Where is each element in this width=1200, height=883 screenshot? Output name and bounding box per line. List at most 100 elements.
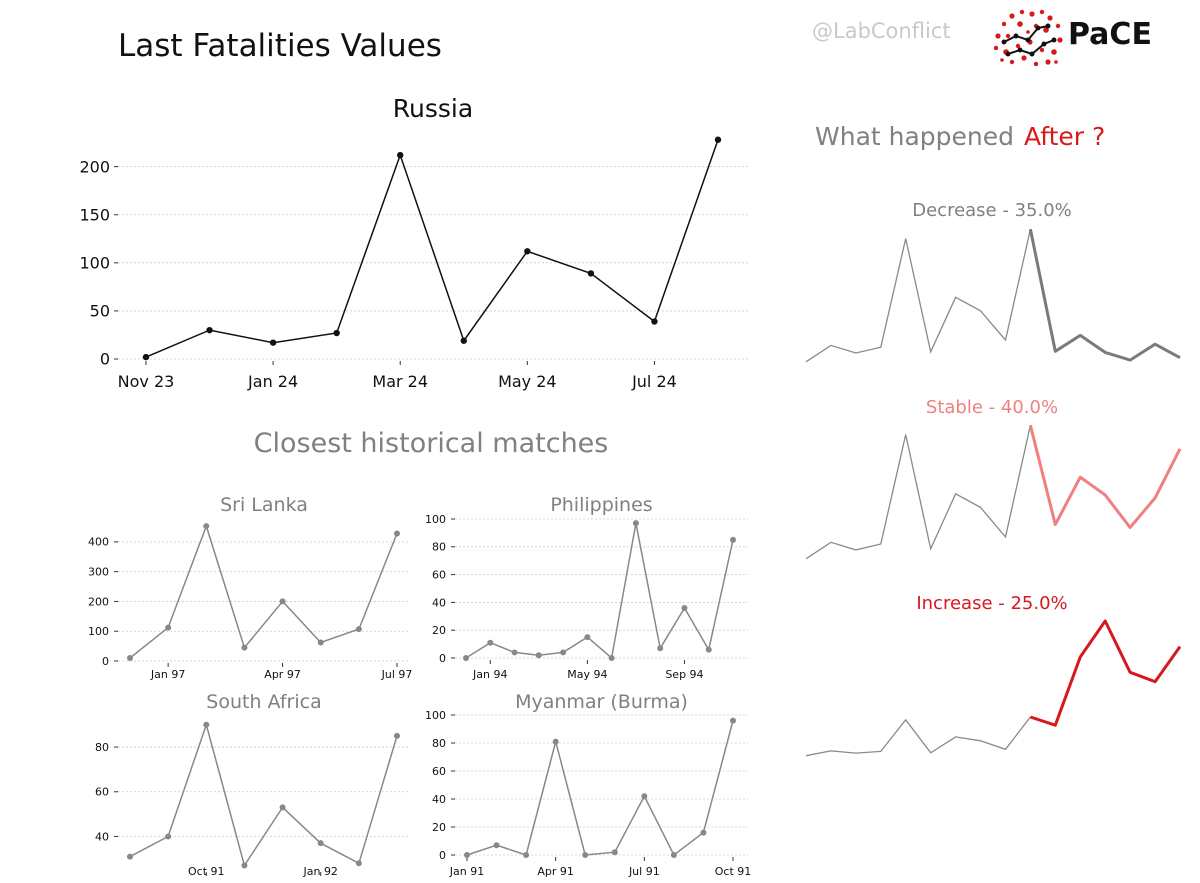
main-data-point [587,270,595,277]
main-x-tick-label: Jul 24 [631,372,677,391]
myanmar-y-tick-label: 60 [432,765,446,778]
srilanka-x-tick-label: Jul 97 [381,668,413,681]
srilanka-y-tick-label: 400 [88,536,109,549]
srilanka-data-point [279,598,286,605]
srilanka-y-tick-label: 300 [88,565,109,578]
southafrica-y-tick-label: 80 [95,741,109,754]
philippines-y-tick-label: 40 [432,596,446,609]
philippines-y-tick-label: 80 [432,541,446,554]
srilanka-series-line [129,523,398,659]
decrease-scenario-title: Decrease - 35.0% [912,200,1072,221]
myanmar-chart-title: Myanmar (Burma) [515,691,688,713]
southafrica-data-point [203,721,210,728]
main-x-tick-label: Nov 23 [118,372,175,391]
main-y-tick-label: 200 [79,157,110,176]
srilanka-data-point [241,644,248,651]
myanmar-data-point [582,852,589,858]
srilanka-y-tick-label: 100 [88,625,109,638]
srilanka-data-point [317,639,324,646]
stable-scenario-title: Stable - 40.0% [926,397,1058,418]
srilanka-data-point [165,624,172,631]
myanmar-y-tick-label: 40 [432,793,446,806]
main-x-tick-label: Jan 24 [247,372,298,391]
srilanka-data-point [394,530,400,537]
southafrica-chart-title: South Africa [206,691,321,713]
scenarios-heading-prefix: What happened [815,122,1015,151]
philippines-data-point [584,634,591,641]
main-data-point [206,326,213,334]
main-data-point [524,248,531,255]
main-data-point [397,151,404,159]
philippines-y-tick-label: 60 [432,568,446,581]
myanmar-y-tick-label: 100 [425,709,446,722]
srilanka-x-tick-label: Apr 97 [264,668,301,681]
main-data-point [142,353,150,361]
myanmar-x-tick-label: Apr 91 [537,865,574,878]
matches-heading: Closest historical matches [253,428,609,459]
myanmar-data-point [611,849,618,856]
myanmar-data-point [523,852,530,858]
logo-text: PaCE [1068,17,1152,52]
twitter-handle: @LabConflict [812,19,951,43]
myanmar-data-point [670,852,677,858]
philippines-data-point [560,649,567,656]
myanmar-data-point [493,842,500,849]
srilanka-data-point [127,655,133,662]
srilanka-data-point [203,523,210,530]
philippines-data-point [463,655,469,661]
philippines-data-point [511,649,518,656]
myanmar-x-tick-label: Jan 91 [449,865,484,878]
myanmar-x-tick-label: Jul 91 [628,865,660,878]
philippines-x-tick-label: Sep 94 [665,668,703,681]
decrease-history-line [805,229,1032,363]
main-y-tick-label: 0 [100,350,110,369]
philippines-y-tick-label: 0 [439,652,446,665]
main-chart-title: Russia [393,94,473,123]
myanmar-data-point [464,852,470,858]
myanmar-y-tick-label: 20 [432,821,446,834]
scenarios-heading-highlight: After ? [1024,122,1106,151]
page-title: Last Fatalities Values [118,28,442,64]
philippines-data-point [730,536,736,543]
scenarios-heading: What happened After ? [815,122,1105,151]
main-y-tick-label: 50 [90,302,110,321]
myanmar-data-point [730,717,736,724]
main-data-point [269,339,277,346]
decrease-forecast-line [1028,228,1181,362]
philippines-data-point [487,639,494,646]
southafrica-series-line [129,722,398,868]
stable-history-line [805,425,1032,560]
increase-history-line [805,716,1031,757]
philippines-x-tick-label: Jan 94 [472,668,507,681]
srilanka-y-tick-label: 0 [102,655,109,668]
philippines-chart-title: Philippines [550,494,652,516]
myanmar-data-point [641,793,648,800]
southafrica-data-point [355,860,362,867]
philippines-data-point [657,645,664,652]
main-series-line [145,139,719,358]
myanmar-y-tick-label: 0 [439,849,446,862]
southafrica-data-point [279,804,286,811]
main-y-tick-label: 150 [79,205,110,224]
increase-scenario-title: Increase - 25.0% [916,593,1067,614]
philippines-data-point [632,520,639,527]
main-y-tick-label: 100 [79,253,110,272]
southafrica-x-tick-label: Jan 92 [302,865,337,878]
myanmar-y-tick-label: 80 [432,737,446,750]
myanmar-series-line [466,720,734,857]
philippines-series-line [465,523,734,660]
main-x-tick-label: Mar 24 [372,372,428,391]
main-data-point [460,337,467,344]
southafrica-y-tick-label: 40 [95,830,109,843]
southafrica-data-point [394,732,400,739]
southafrica-data-point [241,862,248,869]
srilanka-y-tick-label: 200 [88,595,109,608]
myanmar-data-point [700,829,707,836]
stable-forecast-line [1028,424,1182,529]
philippines-y-tick-label: 20 [432,624,446,637]
southafrica-data-point [127,853,133,860]
southafrica-y-tick-label: 60 [95,786,109,799]
philippines-data-point [535,652,542,659]
southafrica-data-point [317,840,324,847]
